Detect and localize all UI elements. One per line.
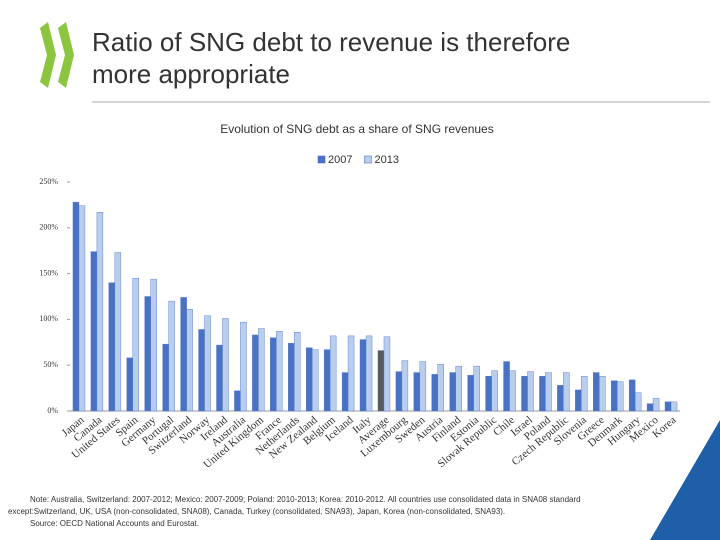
bar [634, 392, 642, 412]
legend-label: 2007 [328, 154, 352, 166]
bar [485, 375, 492, 412]
bar [198, 329, 205, 412]
bar [78, 205, 86, 412]
slide-title: Ratio of SNG debt to revenue is therefor… [92, 27, 570, 57]
bar [126, 357, 133, 412]
bar [652, 397, 660, 412]
bar [503, 361, 510, 412]
bar [449, 372, 456, 412]
bar [455, 365, 462, 412]
bar [216, 344, 223, 412]
bar [611, 380, 618, 412]
bar [664, 401, 672, 412]
bar [467, 375, 474, 412]
bar [234, 390, 241, 412]
bar [96, 212, 104, 412]
bar [617, 381, 624, 412]
bar [258, 328, 265, 412]
bar [539, 375, 546, 412]
bar [365, 335, 373, 412]
bar [186, 309, 193, 412]
bar [341, 372, 349, 412]
bar [294, 332, 301, 412]
bar [270, 337, 277, 412]
bar [509, 370, 516, 412]
bar [473, 365, 480, 412]
bar [395, 371, 403, 412]
note: Note: Australia, Switzerland: 2007-2012;… [30, 495, 581, 504]
bar [593, 372, 600, 412]
bar [581, 375, 588, 412]
bar [329, 335, 337, 412]
bar [527, 371, 534, 412]
legend-swatch [364, 155, 372, 164]
bar [383, 336, 391, 412]
bar [312, 349, 319, 412]
corner-decoration [650, 420, 720, 540]
note: except:Switzerland, UK, USA (non-consoli… [8, 507, 505, 516]
bar [419, 361, 427, 412]
bar [288, 343, 295, 412]
bar [222, 318, 229, 412]
bar [377, 350, 385, 412]
bar [563, 372, 570, 412]
bar [413, 372, 421, 412]
bar [72, 201, 80, 412]
bar [599, 375, 606, 412]
bar [545, 372, 552, 412]
y-tick-label: 250% [39, 177, 58, 186]
bar [575, 389, 582, 412]
y-tick-label: 100% [39, 314, 58, 323]
bar [437, 364, 444, 412]
y-tick-label: 50% [43, 360, 58, 369]
bar [132, 277, 139, 412]
chart-title: Evolution of SNG debt as a share of SNG … [220, 122, 493, 136]
bar [240, 321, 247, 412]
bar [431, 374, 438, 412]
bar [276, 331, 283, 412]
bar [204, 315, 211, 412]
y-tick-label: 0% [47, 406, 58, 415]
bar [628, 379, 636, 412]
bar [168, 300, 175, 412]
bar [521, 375, 528, 412]
bar [252, 334, 259, 412]
bar [150, 278, 157, 412]
bar [144, 296, 151, 412]
bar [162, 343, 169, 412]
bar [180, 297, 187, 412]
bar [323, 349, 331, 412]
legend-swatch [317, 155, 326, 164]
bar [359, 339, 367, 412]
logo [40, 22, 74, 88]
bar [306, 347, 313, 412]
bar [401, 360, 409, 412]
y-tick-label: 150% [39, 268, 58, 277]
bar [90, 251, 98, 412]
bar [646, 403, 654, 412]
bar [491, 370, 498, 412]
bar [347, 335, 355, 412]
bar [670, 401, 678, 412]
y-tick-label: 200% [39, 223, 58, 232]
legend-label: 2013 [374, 154, 398, 166]
note: Source: OECD National Accounts and Euros… [30, 519, 199, 528]
slide-title: more appropriate [92, 59, 290, 89]
bar [114, 252, 122, 412]
bar [108, 282, 116, 412]
bar [557, 385, 564, 412]
